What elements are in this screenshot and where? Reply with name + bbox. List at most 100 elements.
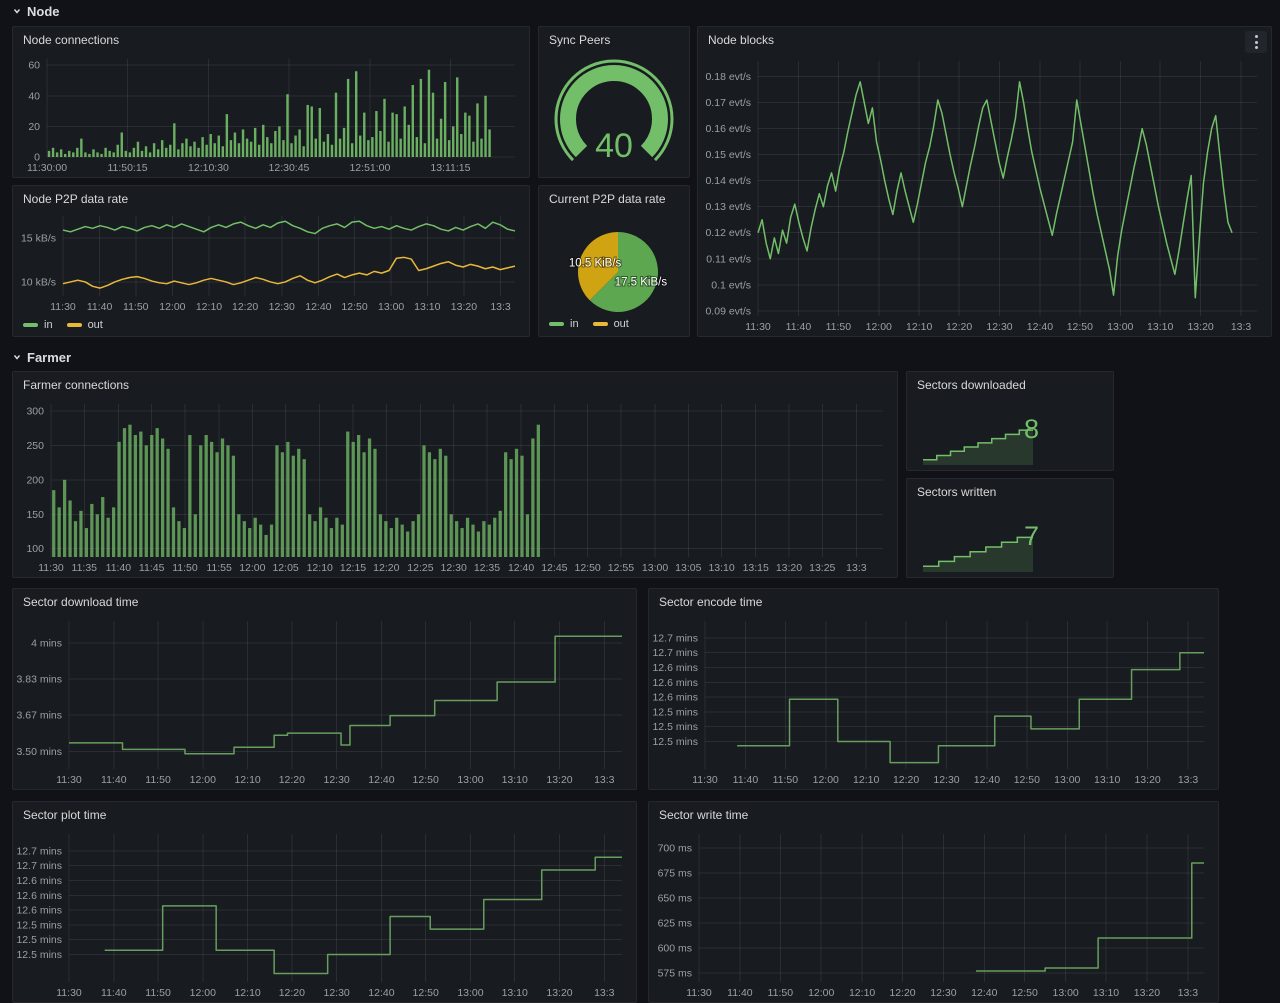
svg-text:11:50: 11:50 <box>172 562 198 574</box>
svg-text:13:10: 13:10 <box>1147 321 1173 333</box>
svg-text:12.5 mins: 12.5 mins <box>653 736 698 748</box>
panel-title[interactable]: Current P2P data rate <box>549 192 666 206</box>
svg-text:12:05: 12:05 <box>272 562 298 574</box>
svg-text:11:50: 11:50 <box>123 301 149 313</box>
node-blocks-chart[interactable]: 0.18 evt/s 0.17 evt/s 0.16 evt/s 0.15 evt/s… <box>702 55 1267 334</box>
svg-text:4 mins: 4 mins <box>31 637 62 649</box>
legend-label-in: in <box>44 319 53 331</box>
sector-plot-time-chart[interactable]: 12.7 mins 12.7 mins 12.6 mins 12.6 mins 12.6… <box>17 828 632 1000</box>
svg-text:11:40: 11:40 <box>786 321 812 333</box>
sectors-written-sparkline[interactable] <box>923 534 1033 572</box>
panel-sync-peers: Sync Peers 40 <box>538 26 690 178</box>
panel-title[interactable]: Node connections <box>23 33 120 47</box>
svg-text:3.67 mins: 3.67 mins <box>17 710 62 722</box>
svg-text:12:20: 12:20 <box>232 301 258 313</box>
svg-text:11:30:00: 11:30:00 <box>27 162 67 174</box>
node-connections-chart[interactable]: 0 20 40 60 11:30:00 11:50:15 12:10:30 12:30:45 1… <box>17 53 525 175</box>
svg-text:12.6 mins: 12.6 mins <box>653 692 698 704</box>
svg-text:13:3: 13:3 <box>1231 321 1252 333</box>
panel-title[interactable]: Node blocks <box>708 33 775 47</box>
panel-title[interactable]: Sectors downloaded <box>917 378 1026 392</box>
svg-text:300: 300 <box>26 405 44 417</box>
svg-text:12:10: 12:10 <box>307 562 333 574</box>
legend-label-out: out <box>87 319 103 331</box>
legend-swatch-out <box>592 322 608 326</box>
legend-item-out[interactable]: out <box>592 318 629 330</box>
current-p2p-pie-chart[interactable]: 17.5 KiB/s 10.5 KiB/s <box>544 214 684 314</box>
sync-peers-gauge[interactable] <box>544 53 684 171</box>
svg-text:13:10: 13:10 <box>1094 774 1120 786</box>
svg-text:12.7 mins: 12.7 mins <box>17 860 62 872</box>
svg-text:12.7 mins: 12.7 mins <box>653 647 698 659</box>
svg-text:20: 20 <box>28 121 40 133</box>
svg-text:12:10: 12:10 <box>234 987 260 999</box>
panel-title[interactable]: Sector encode time <box>659 595 763 609</box>
svg-text:12:00: 12:00 <box>866 321 892 333</box>
panel-title[interactable]: Sector download time <box>23 595 139 609</box>
svg-text:13:3: 13:3 <box>490 301 511 313</box>
node-p2p-chart[interactable]: 15 kB/s 10 kB/s 11:30 11:40 11:50 12:00 12:10 1… <box>17 210 525 314</box>
svg-text:11:35: 11:35 <box>72 562 98 574</box>
panel-sector-download-time: Sector download time 4 mins 3.83 mins 3.67… <box>12 588 637 790</box>
svg-text:13:3: 13:3 <box>594 987 615 999</box>
legend-swatch-in <box>23 323 38 327</box>
svg-text:0.18 evt/s: 0.18 evt/s <box>705 71 751 83</box>
sector-write-time-chart[interactable]: 700 ms 675 ms 650 ms 625 ms 600 ms 575 ms 11:3… <box>653 828 1214 1000</box>
panel-title[interactable]: Sync Peers <box>549 33 611 47</box>
svg-text:12:30: 12:30 <box>441 562 467 574</box>
panel-node-connections: Node connections 0 20 40 60 11:30:00 11:50:15… <box>12 26 530 178</box>
svg-text:12:51:00: 12:51:00 <box>349 162 390 174</box>
legend-item-in[interactable]: in <box>549 318 579 330</box>
svg-text:3.83 mins: 3.83 mins <box>17 674 62 686</box>
svg-text:12:40: 12:40 <box>368 774 394 786</box>
panel-sectors-written: Sectors written 7 <box>906 478 1114 578</box>
panel-title[interactable]: Sector write time <box>659 808 749 822</box>
section-header-farmer[interactable]: Farmer <box>12 349 71 365</box>
svg-text:12.6 mins: 12.6 mins <box>17 875 62 887</box>
svg-text:12.5 mins: 12.5 mins <box>653 706 698 718</box>
svg-text:12.6 mins: 12.6 mins <box>17 905 62 917</box>
section-title: Node <box>27 3 60 19</box>
svg-text:13:10: 13:10 <box>1093 987 1119 999</box>
sectors-downloaded-sparkline[interactable] <box>923 427 1033 465</box>
sector-encode-time-chart[interactable]: 12.7 mins 12.7 mins 12.6 mins 12.6 mins 12.6… <box>653 615 1214 787</box>
sector-download-time-chart[interactable]: 4 mins 3.83 mins 3.67 mins 3.50 mins 11:30 11… <box>17 615 632 787</box>
legend-swatch-out <box>66 323 82 327</box>
svg-text:12:30:45: 12:30:45 <box>269 162 310 174</box>
farmer-connections-chart[interactable]: 300 250 200 150 100 11:30 11:35 11:40 11:45 11:50… <box>17 398 893 575</box>
svg-text:13:00: 13:00 <box>457 774 483 786</box>
svg-text:13:10: 13:10 <box>502 774 528 786</box>
svg-text:675 ms: 675 ms <box>658 868 692 880</box>
svg-text:12:35: 12:35 <box>474 562 500 574</box>
svg-text:13:20: 13:20 <box>451 301 477 313</box>
panel-node-blocks: Node blocks 0.18 evt/s 0.17 evt/s 0.16 evt… <box>697 26 1272 337</box>
svg-text:12:10: 12:10 <box>853 774 879 786</box>
panel-menu-icon[interactable] <box>1245 31 1267 53</box>
svg-text:11:40: 11:40 <box>727 987 753 999</box>
panel-sectors-downloaded: Sectors downloaded 8 <box>906 371 1114 471</box>
svg-text:12:30: 12:30 <box>269 301 295 313</box>
panel-title[interactable]: Sector plot time <box>23 808 107 822</box>
svg-text:12:20: 12:20 <box>893 774 919 786</box>
section-header-node[interactable]: Node <box>12 3 60 19</box>
panel-title[interactable]: Node P2P data rate <box>23 192 129 206</box>
svg-text:12:00: 12:00 <box>813 774 839 786</box>
svg-text:200: 200 <box>26 474 44 486</box>
svg-text:13:20: 13:20 <box>776 562 802 574</box>
svg-text:0.09 evt/s: 0.09 evt/s <box>705 305 751 317</box>
svg-text:12:45: 12:45 <box>541 562 567 574</box>
svg-text:11:50: 11:50 <box>145 774 171 786</box>
svg-text:0.11 evt/s: 0.11 evt/s <box>706 253 751 265</box>
svg-text:0.16 evt/s: 0.16 evt/s <box>705 123 751 135</box>
stat-value: 8 <box>1023 414 1039 444</box>
svg-text:0.17 evt/s: 0.17 evt/s <box>705 97 751 109</box>
svg-text:12.7 mins: 12.7 mins <box>653 632 698 644</box>
panel-title[interactable]: Sectors written <box>917 485 997 499</box>
panel-title[interactable]: Farmer connections <box>23 378 130 392</box>
legend-item-out[interactable]: out <box>66 319 103 331</box>
svg-text:575 ms: 575 ms <box>658 968 692 980</box>
svg-text:12:50: 12:50 <box>1067 321 1093 333</box>
legend-item-in[interactable]: in <box>23 319 53 331</box>
svg-text:650 ms: 650 ms <box>658 893 692 905</box>
svg-text:100: 100 <box>26 543 44 555</box>
